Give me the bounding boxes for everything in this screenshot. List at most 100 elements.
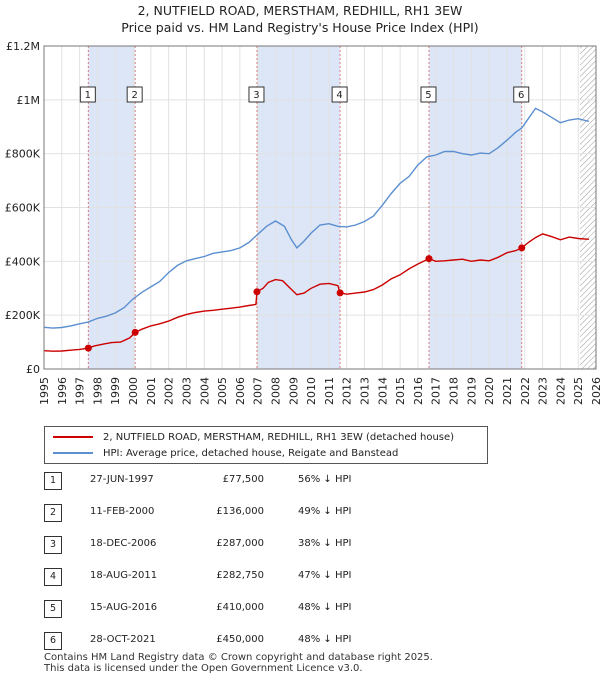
x-tick-label: 2007 <box>252 377 265 405</box>
x-tick-label: 2020 <box>483 377 496 405</box>
footer: Contains HM Land Registry data © Crown c… <box>44 652 433 674</box>
x-tick-label: 2010 <box>305 377 318 405</box>
x-tick-label: 2000 <box>127 377 140 405</box>
transaction-number: 4 <box>44 568 62 586</box>
transaction-price: £282,750 <box>216 570 264 581</box>
x-tick-label: 1997 <box>74 377 87 405</box>
sale-number-box <box>513 86 530 103</box>
table-row: 3 18-DEC-2006 £287,000 38% ↓ HPI <box>44 534 404 554</box>
x-tick-label: 2011 <box>323 377 336 405</box>
transaction-price: £450,000 <box>216 634 264 645</box>
transaction-number: 2 <box>44 504 62 522</box>
x-tick-label: 2025 <box>572 377 585 405</box>
transaction-hpi: 48% ↓ HPI <box>298 634 352 645</box>
transaction-date: 11-FEB-2000 <box>90 506 155 517</box>
footer-licence: This data is licensed under the Open Gov… <box>44 663 363 674</box>
price-chart: 1 2 3 4 5 6 £0 £200K £400K £600K £800K £1M £1.2M 1995… <box>5 40 600 405</box>
x-tick-label: 2005 <box>216 377 229 405</box>
table-row: 2 11-FEB-2000 £136,000 49% ↓ HPI <box>44 502 404 522</box>
x-tick-label: 2008 <box>269 377 282 405</box>
y-tick-label: £400K <box>5 255 41 268</box>
legend-hpi-label: HPI: Average price, detached house, Reig… <box>103 447 399 459</box>
sale-point <box>84 344 92 352</box>
sale-number-box <box>79 86 96 103</box>
x-tick-label: 2015 <box>394 377 407 405</box>
x-tick-label: 2022 <box>519 377 532 405</box>
x-tick-label: 1999 <box>109 377 122 405</box>
x-tick-label: 2017 <box>430 377 443 405</box>
y-tick-label: £800K <box>5 148 41 161</box>
x-tick-label: 2014 <box>376 377 389 405</box>
x-tick-label: 2026 <box>590 377 600 405</box>
y-tick-label: £600K <box>5 202 41 215</box>
x-tick-label: 2024 <box>554 377 567 405</box>
sale-number-box <box>126 86 143 103</box>
x-tick-label: 2004 <box>198 377 211 405</box>
sale-point <box>425 255 433 263</box>
transaction-hpi: 48% ↓ HPI <box>298 602 352 613</box>
sale-number-label: 1 <box>85 90 91 101</box>
x-tick-label: 2009 <box>287 377 300 405</box>
transaction-price: £77,500 <box>222 474 264 485</box>
legend-entry-property: 2, NUTFIELD ROAD, MERSTHAM, REDHILL, RH1… <box>53 430 454 444</box>
sale-point <box>253 288 261 296</box>
footer-copyright: Contains HM Land Registry data © Crown c… <box>44 652 433 663</box>
x-tick-label: 1995 <box>38 377 51 405</box>
x-tick-label: 2012 <box>341 377 354 405</box>
legend-hpi-swatch <box>53 452 93 454</box>
x-tick-label: 2021 <box>501 377 514 405</box>
transaction-hpi: 47% ↓ HPI <box>298 570 352 581</box>
transaction-number: 3 <box>44 536 62 554</box>
legend-property-swatch <box>53 436 93 438</box>
sale-number-label: 6 <box>518 90 524 101</box>
transaction-date: 15-AUG-2016 <box>90 602 158 613</box>
transaction-hpi: 56% ↓ HPI <box>298 474 352 485</box>
transaction-number: 1 <box>44 472 62 490</box>
y-tick-label: £0 <box>26 363 40 376</box>
hpi-line <box>43 107 590 329</box>
sale-number-label: 4 <box>336 90 342 101</box>
y-tick-label: £1M <box>17 94 41 107</box>
x-tick-label: 2003 <box>180 377 193 405</box>
x-tick-label: 2006 <box>234 377 247 405</box>
x-tick-label: 1998 <box>91 377 104 405</box>
x-tick-label: 2002 <box>163 377 176 405</box>
transaction-hpi: 38% ↓ HPI <box>298 538 352 549</box>
legend: 2, NUTFIELD ROAD, MERSTHAM, REDHILL, RH1… <box>44 426 488 464</box>
sale-point <box>336 289 344 297</box>
transaction-price: £410,000 <box>216 602 264 613</box>
transaction-price: £287,000 <box>216 538 264 549</box>
sale-number-box <box>248 86 265 103</box>
transaction-number: 6 <box>44 632 62 650</box>
chart-title-line1: 2, NUTFIELD ROAD, MERSTHAM, REDHILL, RH1… <box>137 3 463 18</box>
x-tick-label: 1996 <box>56 377 69 405</box>
transaction-date: 18-AUG-2011 <box>90 570 158 581</box>
table-row: 5 15-AUG-2016 £410,000 48% ↓ HPI <box>44 598 404 618</box>
x-tick-label: 2018 <box>448 377 461 405</box>
chart-title-line2: Price paid vs. HM Land Registry's House … <box>121 20 479 35</box>
y-tick-label: £1.2M <box>6 40 40 53</box>
sale-number-box <box>420 86 437 103</box>
sale-number-label: 5 <box>425 90 431 101</box>
transaction-date: 27-JUN-1997 <box>90 474 154 485</box>
sale-number-label: 2 <box>131 90 137 101</box>
transaction-price: £136,000 <box>216 506 264 517</box>
transaction-date: 28-OCT-2021 <box>90 634 156 645</box>
x-tick-label: 2019 <box>465 377 478 405</box>
table-row: 1 27-JUN-1997 £77,500 56% ↓ HPI <box>44 470 404 490</box>
transaction-number: 5 <box>44 600 62 618</box>
legend-entry-hpi: HPI: Average price, detached house, Reig… <box>53 446 398 460</box>
y-tick-label: £200K <box>5 309 41 322</box>
x-tick-label: 2013 <box>359 377 372 405</box>
legend-property-label: 2, NUTFIELD ROAD, MERSTHAM, REDHILL, RH1… <box>103 431 455 443</box>
transaction-hpi: 49% ↓ HPI <box>298 506 352 517</box>
sale-number-box <box>331 86 348 103</box>
table-row: 4 18-AUG-2011 £282,750 47% ↓ HPI <box>44 566 404 586</box>
transaction-date: 18-DEC-2006 <box>90 538 157 549</box>
x-tick-label: 2023 <box>537 377 550 405</box>
x-tick-label: 2016 <box>412 377 425 405</box>
sale-number-label: 3 <box>253 90 259 101</box>
table-row: 6 28-OCT-2021 £450,000 48% ↓ HPI <box>44 630 404 650</box>
sale-point <box>518 244 526 252</box>
x-tick-label: 2001 <box>145 377 158 405</box>
